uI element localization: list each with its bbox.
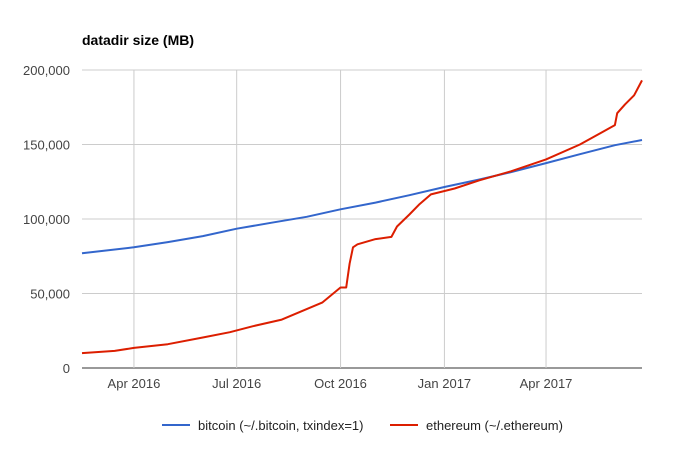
- y-tick-label: 0: [63, 361, 70, 376]
- series-line-0: [81, 139, 643, 255]
- x-tick-label: Jul 2016: [212, 376, 261, 391]
- x-tick-label: Apr 2017: [520, 376, 573, 391]
- legend[interactable]: bitcoin (~/.bitcoin, txindex=1) ethereum …: [162, 418, 563, 433]
- x-tick-label: Jan 2017: [418, 376, 472, 391]
- legend-label-0[interactable]: bitcoin (~/.bitcoin, txindex=1): [198, 418, 363, 433]
- y-tick-label: 200,000: [23, 63, 70, 78]
- x-tick-label: Oct 2016: [314, 376, 367, 391]
- y-axis-labels: 0 50,000 100,000 150,000 200,000: [23, 63, 70, 376]
- x-tick-label: Apr 2016: [108, 376, 161, 391]
- x-axis-labels: Apr 2016 Jul 2016 Oct 2016 Jan 2017 Apr 2017: [108, 376, 573, 391]
- grid: [82, 69, 642, 369]
- series-line-1: [81, 79, 643, 355]
- legend-label-1[interactable]: ethereum (~/.ethereum): [426, 418, 563, 433]
- y-tick-label: 150,000: [23, 138, 70, 153]
- series-lines: [81, 79, 643, 355]
- chart-title: datadir size (MB): [82, 32, 194, 48]
- y-tick-label: 100,000: [23, 212, 70, 227]
- y-tick-label: 50,000: [30, 287, 70, 302]
